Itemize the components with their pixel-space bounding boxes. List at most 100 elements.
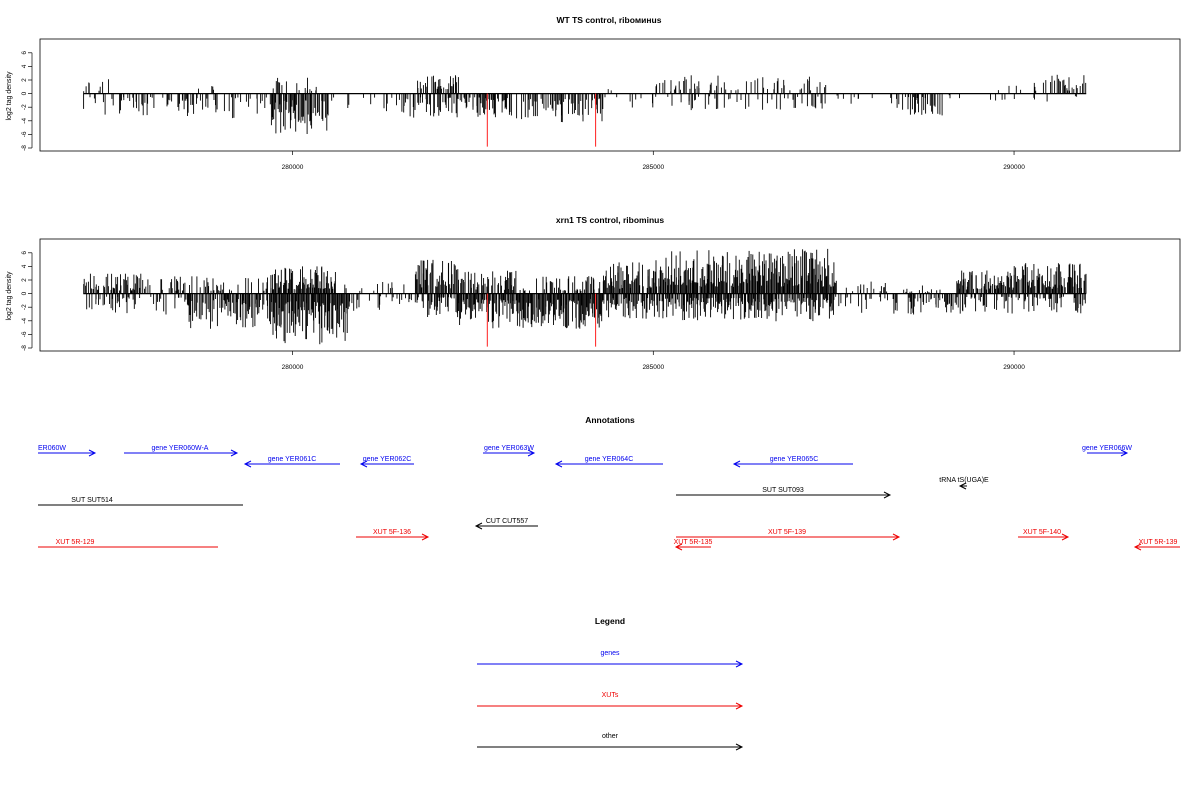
arrow-head xyxy=(243,460,252,468)
other-feature: SUT SUT093 xyxy=(676,487,892,499)
legend-item-label: genes xyxy=(600,650,620,657)
xut-feature: XUT 5F-139 xyxy=(676,529,901,541)
other-feature: CUT CUT557 xyxy=(474,518,538,530)
xut-feature-label: XUT 5F-139 xyxy=(768,529,806,536)
gene-feature-label: gene YER061C xyxy=(268,456,317,463)
wt-density-bars xyxy=(83,74,1087,134)
legend-item-label: XUTs xyxy=(602,692,619,699)
arrow-head xyxy=(230,449,239,457)
xut-feature: XUT 5F-136 xyxy=(356,529,430,541)
xut-feature-label: XUT 5F-140 xyxy=(1023,529,1061,536)
other-feature-label: SUT SUT093 xyxy=(762,487,804,494)
wt-y-tick-label: -4 xyxy=(21,118,28,124)
wt-y-axis: 6 4 2 0 -2 -4 -6 -8 xyxy=(21,51,33,151)
xrn1-plot-frame xyxy=(39,238,1181,352)
arrow-head xyxy=(883,491,892,499)
other-feature-label: tRNA tS(UGA)E xyxy=(939,477,989,484)
gene-feature-label: gene YER064C xyxy=(585,456,634,463)
gene-feature: gene YER065C xyxy=(732,456,853,468)
wt-y-tick-label: -6 xyxy=(21,131,28,137)
gene-feature: gene YER062C xyxy=(359,456,414,468)
wt-red-markers xyxy=(486,93,597,147)
wt-plot-frame xyxy=(39,38,1181,152)
xrn1-y-tick-label: 6 xyxy=(21,251,28,255)
arrow-head xyxy=(359,460,368,468)
arrow-head xyxy=(674,543,683,551)
xrn1-x-tick-label: 285000 xyxy=(642,364,664,371)
annotations-track: Annotations ER060W gene YER060W-A gene YER… xyxy=(38,415,1180,551)
wt-y-tick-label: 6 xyxy=(21,51,28,55)
gene-feature: gene YER064C xyxy=(554,456,663,468)
xrn1-y-tick-label: 0 xyxy=(21,291,28,295)
wt-y-tick-label: 0 xyxy=(21,91,28,95)
xrn1-x-tick-label: 290000 xyxy=(1003,364,1025,371)
xrn1-density-bars xyxy=(83,248,1087,345)
gene-feature-label: gene YER060W-A xyxy=(152,445,209,452)
annotations-title: Annotations xyxy=(585,415,635,425)
xrn1-y-tick-label: -6 xyxy=(21,331,28,337)
xrn1-panel-title: xrn1 TS control, ribominus xyxy=(556,215,664,225)
xut-feature-label: XUT 5F-136 xyxy=(373,529,411,536)
xut-feature: XUT 5F-140 xyxy=(1018,529,1070,541)
arrow-head xyxy=(527,449,536,457)
xrn1-y-tick-label: -8 xyxy=(21,345,28,351)
xrn1-y-tick-label: 2 xyxy=(21,278,28,282)
arrow-head xyxy=(1120,449,1129,457)
xut-feature-label: XUT 5R-129 xyxy=(56,539,95,546)
wt-y-tick-label: 2 xyxy=(21,78,28,82)
arrow-head xyxy=(735,660,744,668)
wt-panel-title: WT TS control, riboминus xyxy=(557,15,662,25)
wt-y-axis-label: log2 tag density xyxy=(6,71,13,121)
xrn1-x-tick-label: 280000 xyxy=(282,364,304,371)
gene-feature-label: gene YER065C xyxy=(770,456,819,463)
wt-x-axis: 280000 285000 290000 xyxy=(282,151,1025,171)
arrow-head xyxy=(88,449,97,457)
xrn1-red-markers xyxy=(486,293,597,347)
legend-title: Legend xyxy=(595,616,625,626)
legend-item-gene: genes xyxy=(477,650,744,668)
arrow-head xyxy=(735,702,744,710)
wt-x-tick-label: 290000 xyxy=(1003,164,1025,171)
other-feature-label: CUT CUT557 xyxy=(486,518,528,525)
xrn1-y-tick-label: -2 xyxy=(21,304,28,310)
gene-feature: gene YER066W xyxy=(1082,445,1132,457)
xut-feature: XUT 5R-139 xyxy=(1133,539,1180,551)
arrow-head xyxy=(735,743,744,751)
xrn1-y-tick-label: 4 xyxy=(21,264,28,268)
arrow-head xyxy=(958,482,967,490)
annotation-features: ER060W gene YER060W-A gene YER061C gene YER… xyxy=(38,445,1180,551)
other-feature-label: SUT SUT514 xyxy=(71,497,113,504)
gene-feature: ER060W xyxy=(38,445,97,457)
xrn1-x-axis: 280000 285000 290000 xyxy=(282,351,1025,371)
wt-x-tick-label: 280000 xyxy=(282,164,304,171)
xut-feature: XUT 5R-135 xyxy=(674,539,713,551)
legend-item-label: other xyxy=(602,733,619,740)
xrn1-density-panel: xrn1 TS control, ribominus log2 tag dens… xyxy=(6,215,1181,371)
xrn1-y-tick-label: -4 xyxy=(21,318,28,324)
gene-feature: gene YER063W xyxy=(483,445,536,457)
xut-feature-label: XUT 5R-135 xyxy=(674,539,713,546)
xut-feature: XUT 5R-129 xyxy=(38,539,218,548)
wt-y-tick-label: -2 xyxy=(21,104,28,110)
gene-feature-label: ER060W xyxy=(38,445,66,452)
wt-y-tick-label: 4 xyxy=(21,64,28,68)
legend-item-other: other xyxy=(477,733,744,751)
gene-feature-label: gene YER066W xyxy=(1082,445,1132,452)
gene-feature: gene YER061C xyxy=(243,456,340,468)
arrow-head xyxy=(421,533,430,541)
wt-y-tick-label: -8 xyxy=(21,145,28,151)
other-feature: SUT SUT514 xyxy=(38,497,243,506)
other-feature: tRNA tS(UGA)E xyxy=(939,477,989,490)
xrn1-y-axis-label: log2 tag density xyxy=(6,271,13,321)
arrow-head xyxy=(892,533,901,541)
arrow-head xyxy=(1061,533,1070,541)
wt-x-tick-label: 285000 xyxy=(642,164,664,171)
xut-feature-label: XUT 5R-139 xyxy=(1139,539,1178,546)
arrow-head xyxy=(474,522,483,530)
arrow-head xyxy=(1133,543,1142,551)
arrow-head xyxy=(554,460,563,468)
wt-density-panel: WT TS control, riboминus log2 tag densit… xyxy=(6,15,1181,171)
gene-feature: gene YER060W-A xyxy=(124,445,239,457)
gene-feature-label: gene YER063W xyxy=(484,445,534,452)
